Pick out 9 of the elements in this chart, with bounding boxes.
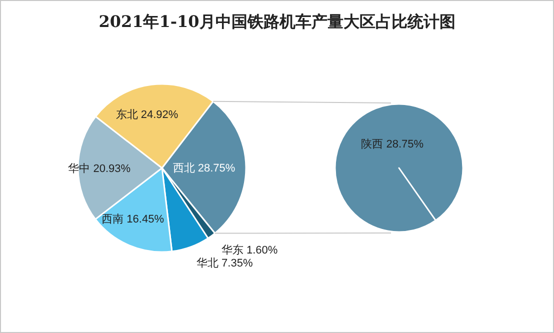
slice: 陕西 28.75% (334, 103, 464, 233)
slice-label: 华东 1.60% (221, 243, 278, 256)
slice-label: 东北 24.92% (116, 108, 178, 121)
slice-label: 陕西 28.75% (361, 138, 424, 150)
slice-label: 华中 20.93% (68, 162, 131, 175)
slice-label: 华北 7.35% (196, 256, 253, 270)
slice-label: 西北 28.75% (172, 161, 236, 174)
slice-label: 西南 16.45% (102, 212, 164, 226)
chart-title: 2021年1-10月中国铁路机车产量大区占比统计图 (98, 12, 456, 31)
